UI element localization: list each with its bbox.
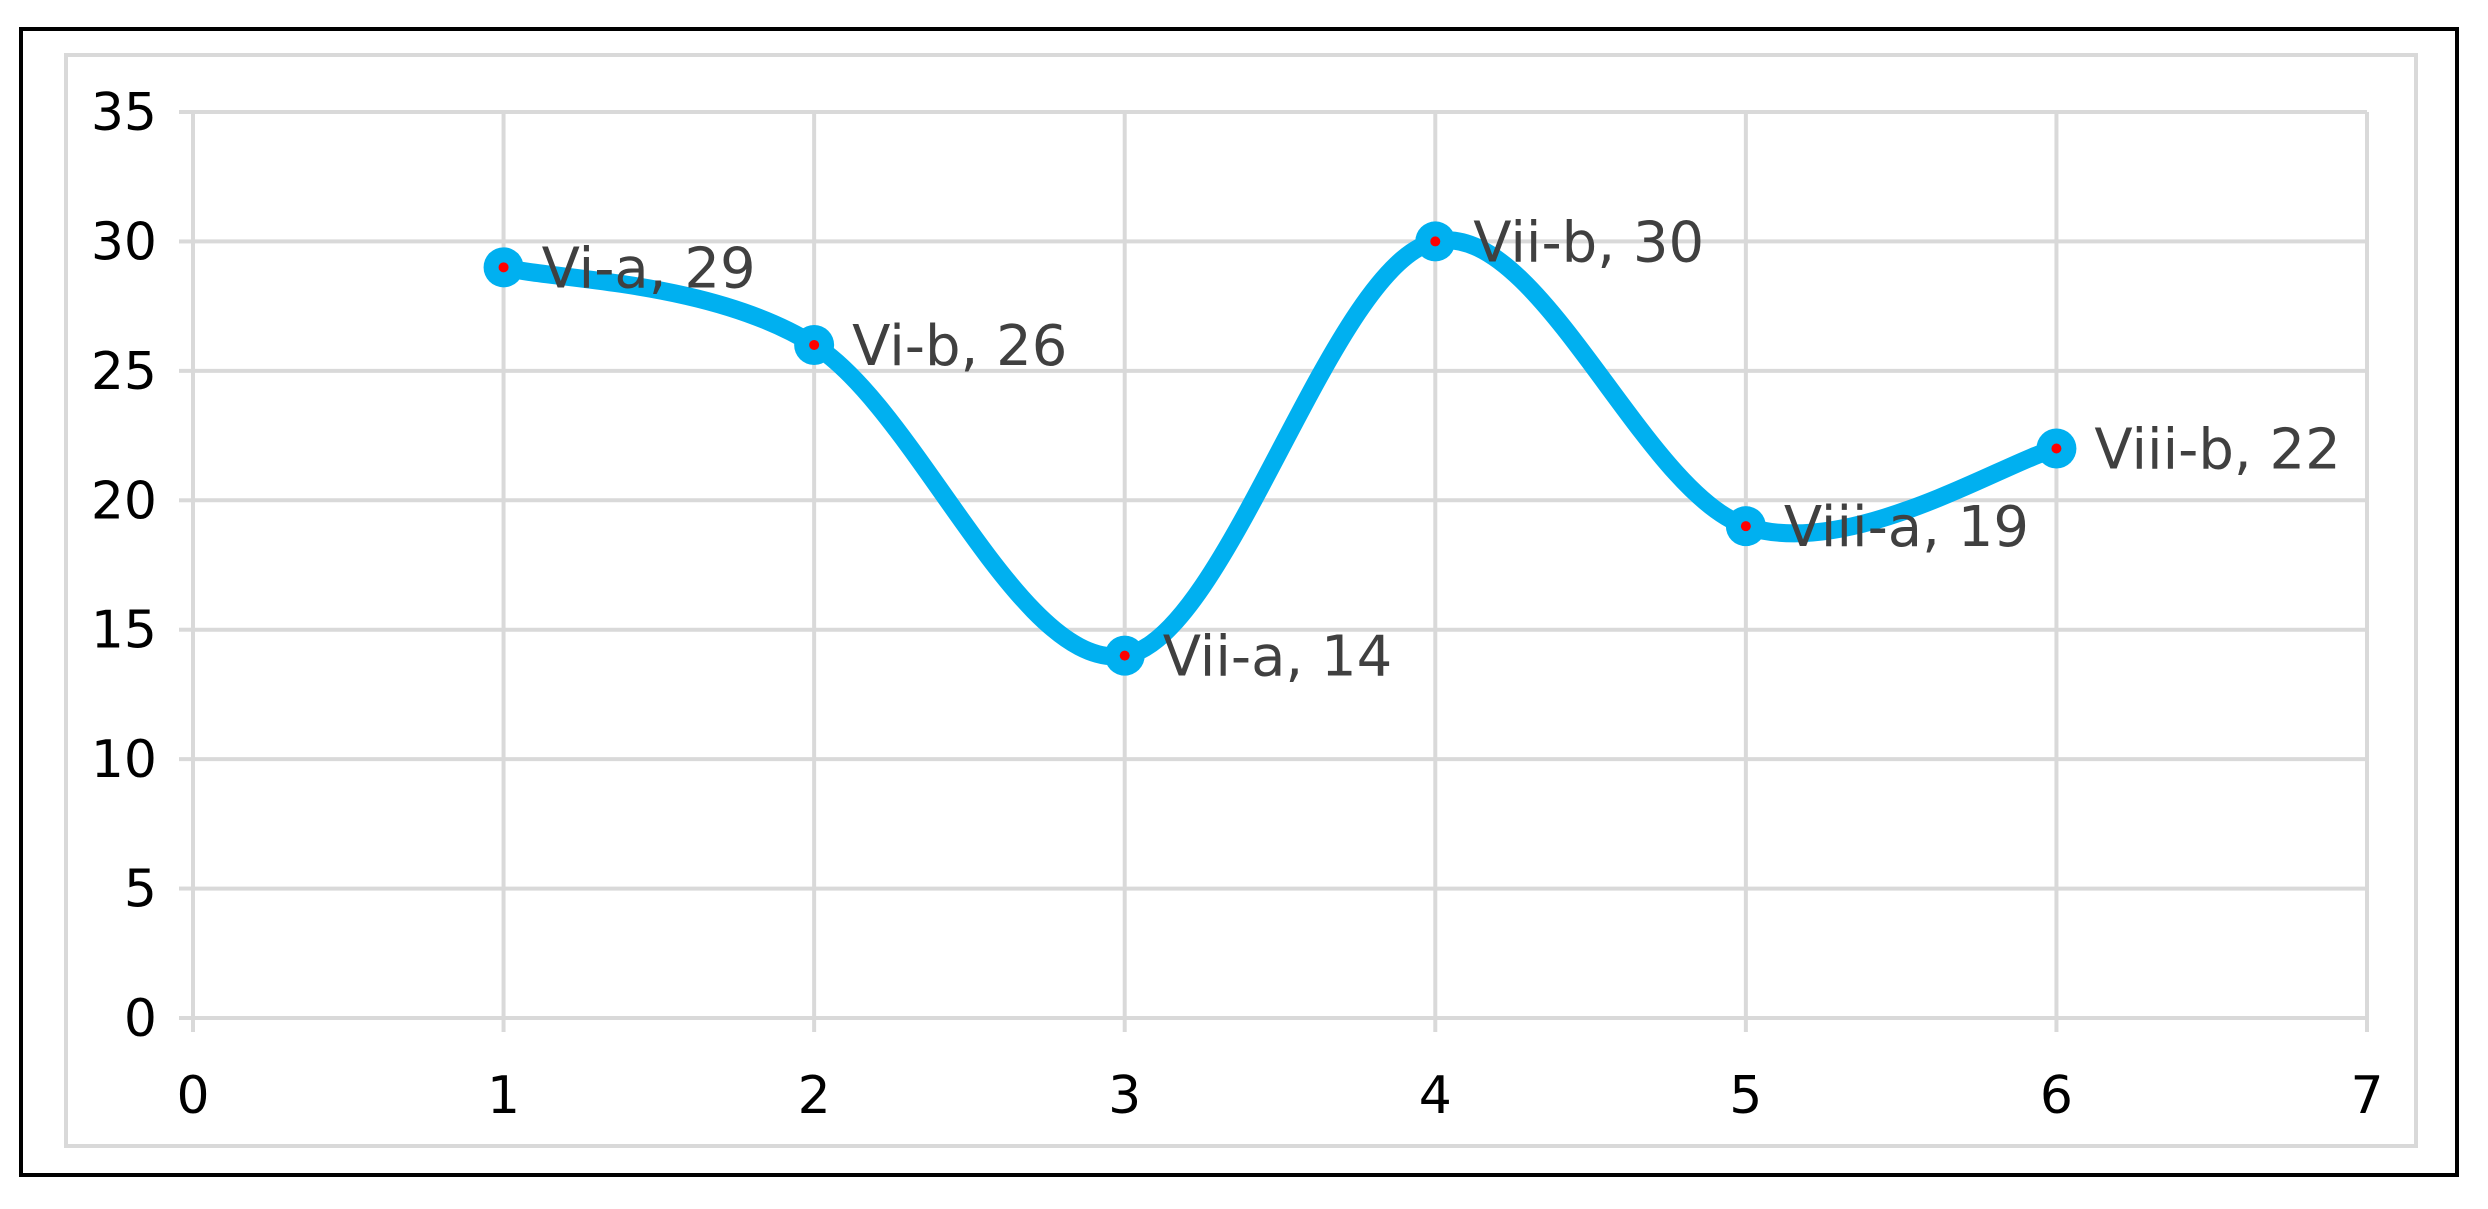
data-point — [1725, 506, 1766, 547]
data-label: Vi-b, 26 — [852, 314, 1067, 379]
x-tick-label: 0 — [176, 1066, 209, 1126]
tick-labels: 0 5 10 15 20 25 30 35 0 1 2 3 4 5 6 7 — [91, 83, 2384, 1126]
data-point-center — [1119, 650, 1130, 661]
data-point-center — [809, 339, 820, 350]
y-tick-label: 20 — [91, 471, 157, 531]
y-tick-label: 10 — [91, 730, 157, 790]
data-point-center — [2051, 443, 2062, 454]
chart-border — [64, 53, 2418, 1148]
x-tick-label: 3 — [1108, 1066, 1141, 1126]
chart-frame — [19, 27, 2459, 1177]
y-tick-label: 0 — [124, 989, 157, 1049]
data-point — [2036, 428, 2077, 469]
series-path — [494, 231, 2066, 666]
x-tick-label: 7 — [2350, 1066, 2383, 1126]
data-label: Vi-a, 29 — [542, 236, 756, 301]
x-tick-label: 2 — [798, 1066, 831, 1126]
data-label: Viii-b, 22 — [2094, 418, 2340, 483]
x-tick-label: 5 — [1729, 1066, 1762, 1126]
data-point-center — [1740, 521, 1751, 532]
data-point — [1415, 221, 1456, 262]
data-point — [483, 247, 524, 288]
y-tick-label: 35 — [91, 83, 157, 143]
data-point — [794, 324, 835, 365]
y-tick-label: 5 — [124, 860, 157, 920]
data-label: Viii-a, 19 — [1784, 495, 2029, 560]
x-tick-label: 6 — [2040, 1066, 2073, 1126]
data-point-center — [498, 262, 509, 273]
y-tick-label: 25 — [91, 342, 157, 402]
data-point — [1104, 635, 1145, 676]
y-tick-label: 15 — [91, 601, 157, 661]
data-label: Vii-a, 14 — [1163, 625, 1393, 690]
data-point-center — [1430, 236, 1441, 247]
x-tick-label: 1 — [487, 1066, 520, 1126]
data-points — [483, 221, 2077, 676]
data-labels: Vi-a, 29 Vi-b, 26 Vii-a, 14 Vii-b, 30 Viii-a… — [542, 210, 2341, 689]
data-label: Vii-b, 30 — [1473, 210, 1704, 275]
axes — [179, 110, 2369, 1032]
x-tick-label: 4 — [1419, 1066, 1452, 1126]
series-line — [494, 231, 2066, 666]
y-tick-label: 30 — [91, 212, 157, 272]
grid-lines — [193, 110, 2369, 1018]
